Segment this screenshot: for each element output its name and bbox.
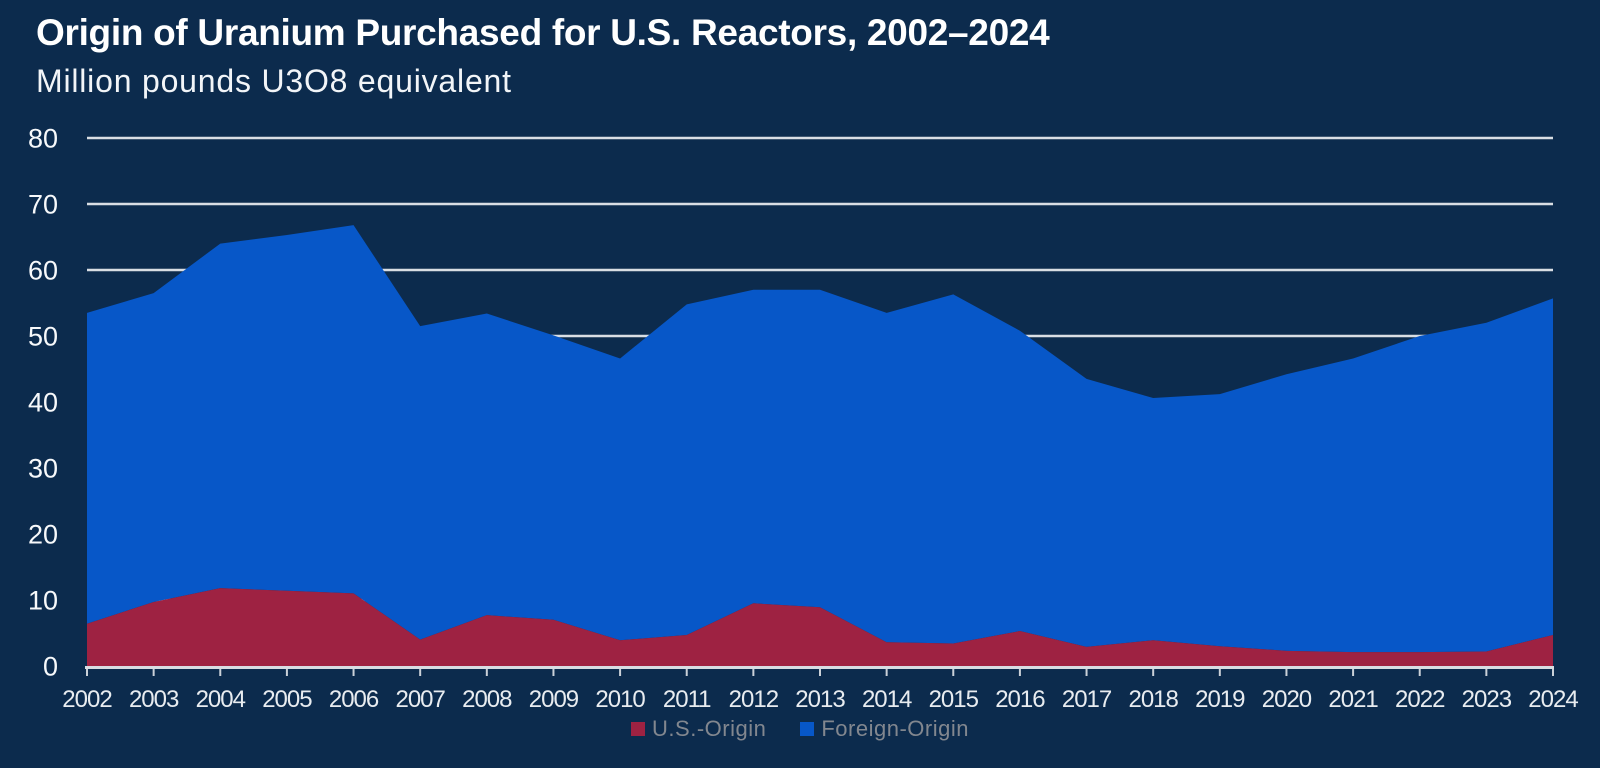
x-axis-label-2015: 2015 — [929, 686, 979, 713]
chart-legend: U.S.-Origin Foreign-Origin — [0, 716, 1600, 742]
x-axis-label-2005: 2005 — [262, 686, 312, 713]
y-axis-label-10: 10 — [28, 585, 58, 615]
x-axis-label-2019: 2019 — [1195, 686, 1245, 713]
y-axis-label-50: 50 — [28, 321, 58, 351]
chart-subtitle: Million pounds U3O8 equivalent — [36, 63, 512, 99]
chart-title: Origin of Uranium Purchased for U.S. Rea… — [36, 12, 1050, 53]
y-axis-label-40: 40 — [28, 387, 58, 417]
x-axis-label-2021: 2021 — [1328, 686, 1378, 713]
x-axis-label-2018: 2018 — [1128, 686, 1178, 713]
x-axis-label-2024: 2024 — [1528, 686, 1578, 713]
y-axis-label-20: 20 — [28, 519, 58, 549]
area-series-layer — [87, 225, 1553, 666]
us-origin-area — [87, 588, 1553, 666]
us-origin-swatch-icon — [631, 722, 646, 736]
x-axis-layer — [85, 666, 1554, 676]
x-axis-label-2003: 2003 — [129, 686, 179, 713]
y-axis-label-80: 80 — [28, 123, 58, 153]
x-axis-label-2017: 2017 — [1062, 686, 1112, 713]
x-axis-label-2012: 2012 — [729, 686, 779, 713]
y-axis-label-30: 30 — [28, 453, 58, 483]
x-axis-label-2022: 2022 — [1395, 686, 1445, 713]
legend-item-us-origin[interactable]: U.S.-Origin — [631, 716, 766, 742]
y-axis-label-70: 70 — [28, 189, 58, 219]
x-axis-label-2016: 2016 — [995, 686, 1045, 713]
x-axis-label-2013: 2013 — [795, 686, 845, 713]
x-axis-label-2008: 2008 — [462, 686, 512, 713]
legend-label-us-origin: U.S.-Origin — [652, 716, 767, 741]
x-axis-label-2011: 2011 — [663, 686, 711, 713]
foreign-origin-area — [87, 225, 1553, 653]
x-axis-label-2006: 2006 — [329, 686, 379, 713]
x-axis-label-2009: 2009 — [529, 686, 579, 713]
y-axis-label-60: 60 — [28, 255, 58, 285]
foreign-origin-swatch-icon — [800, 722, 815, 736]
x-axis-label-2020: 2020 — [1262, 686, 1312, 713]
x-axis-label-2002: 2002 — [62, 686, 112, 713]
x-axis-label-2023: 2023 — [1462, 686, 1512, 713]
legend-item-foreign-origin[interactable]: Foreign-Origin — [800, 716, 969, 742]
x-axis-label-2004: 2004 — [196, 686, 246, 713]
axis-labels-layer: 0 10 20 30 40 50 60 70 80 2002 2003 2004 2005 2006 200… — [28, 123, 1579, 713]
x-axis-label-2007: 2007 — [395, 686, 445, 713]
x-axis-label-2010: 2010 — [595, 686, 645, 713]
x-axis-label-2014: 2014 — [862, 686, 912, 713]
legend-label-foreign-origin: Foreign-Origin — [821, 716, 969, 741]
y-axis-label-0: 0 — [43, 651, 58, 681]
